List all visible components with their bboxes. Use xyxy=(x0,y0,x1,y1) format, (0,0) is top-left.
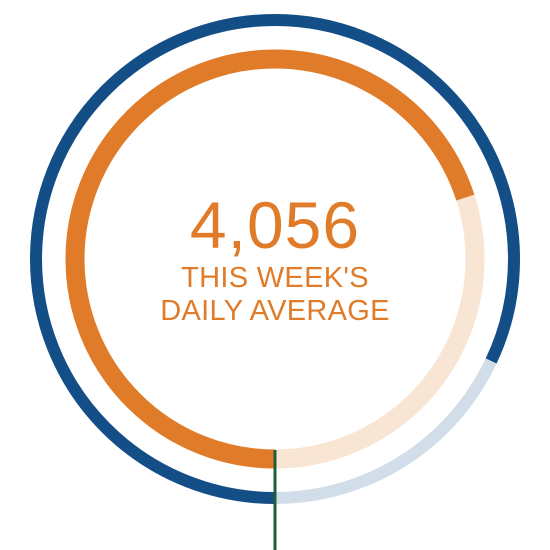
center-label: 4,056 THIS WEEK'S DAILY AVERAGE xyxy=(0,188,550,328)
daily-average-value: 4,056 xyxy=(189,188,361,262)
caption-line-1: THIS WEEK'S xyxy=(181,262,369,294)
caption-line-2: DAILY AVERAGE xyxy=(160,295,390,327)
